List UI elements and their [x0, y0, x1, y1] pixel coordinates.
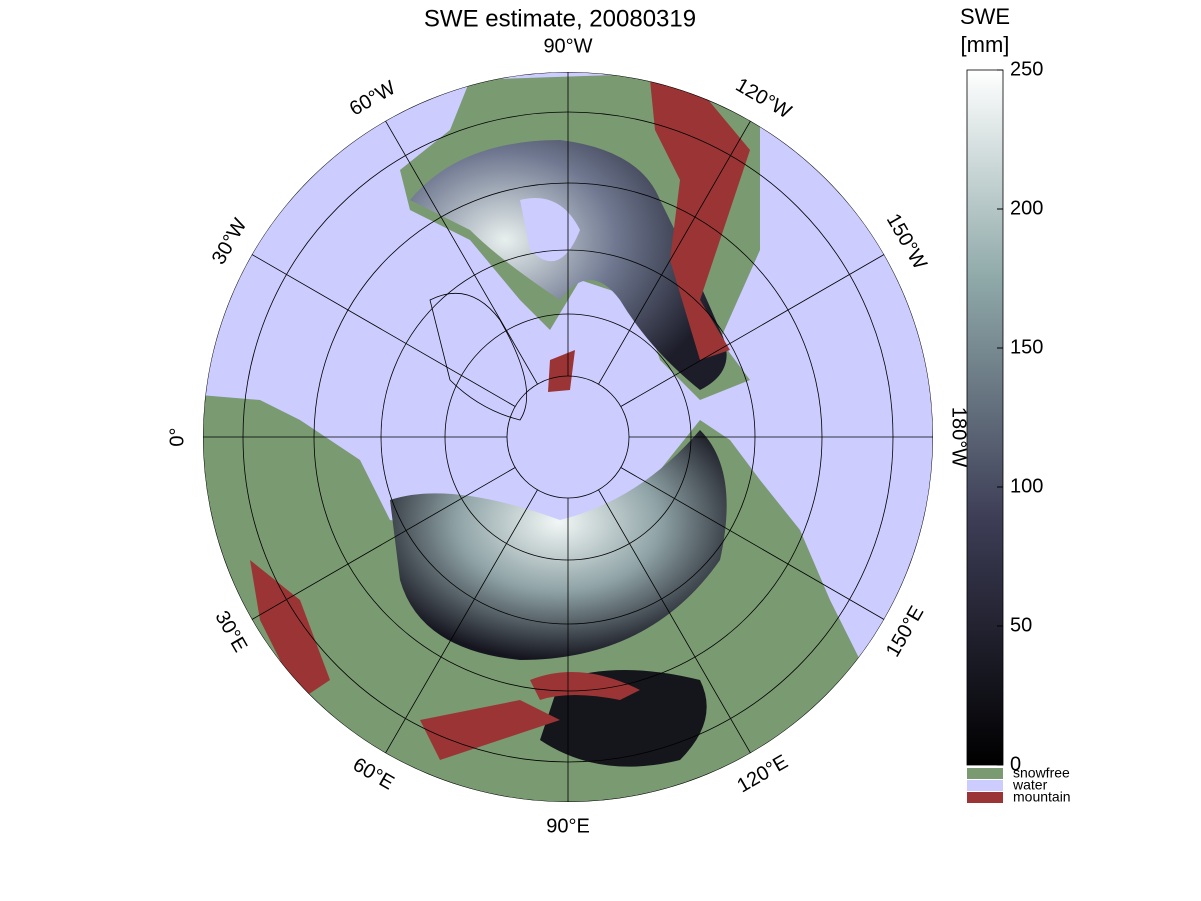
longitude-label: 60°W — [346, 77, 400, 121]
colorbar-tick-label: 50 — [1010, 614, 1032, 636]
meridian — [598, 489, 751, 754]
longitude-label: 180°W — [948, 407, 970, 467]
longitude-label: 150°E — [882, 602, 928, 660]
colorbar — [966, 69, 1004, 766]
meridian — [385, 489, 538, 754]
meridian — [385, 120, 538, 385]
legend-swatch — [967, 792, 1003, 803]
meridian — [620, 467, 885, 620]
mountain-eurasia — [250, 560, 640, 760]
legend-swatch — [967, 768, 1003, 779]
longitude-label: 90°E — [546, 815, 590, 837]
meridian — [598, 120, 751, 385]
meridian — [251, 467, 516, 620]
longitude-label: 60°E — [349, 754, 398, 795]
colorbar-tick-label: 250 — [1010, 58, 1043, 80]
colorbar-unit: [mm] — [961, 32, 1010, 57]
colorbar-ticks: 0 50 100 150 200 250 — [997, 58, 1043, 775]
colorbar-tick-label: 150 — [1010, 336, 1043, 358]
map-title: SWE estimate, 20080319 — [424, 5, 696, 32]
hudson-bay — [520, 198, 580, 262]
meridian — [620, 254, 885, 407]
longitude-label: 90°W — [543, 35, 592, 57]
longitude-label: 0° — [166, 427, 188, 446]
legend-swatch — [967, 780, 1003, 791]
graticule — [203, 72, 933, 802]
meridian — [251, 254, 516, 407]
map-area — [203, 72, 933, 802]
legend-label: water — [1012, 777, 1048, 793]
longitude-label: 30°W — [208, 215, 252, 269]
colorbar-title: SWE — [960, 4, 1010, 29]
legend-label: snowfree — [1013, 765, 1070, 781]
colorbar-tick-label: 0 — [1010, 753, 1021, 775]
snow-eurasia — [390, 430, 727, 660]
longitude-label: 30°E — [210, 607, 251, 656]
greenland-outline — [429, 293, 528, 421]
longitude-label: 120°E — [733, 751, 791, 797]
colorbar-tick-label: 100 — [1010, 475, 1043, 497]
colorbar-tick-label: 200 — [1010, 197, 1043, 219]
legend-label: mountain — [1013, 789, 1071, 805]
